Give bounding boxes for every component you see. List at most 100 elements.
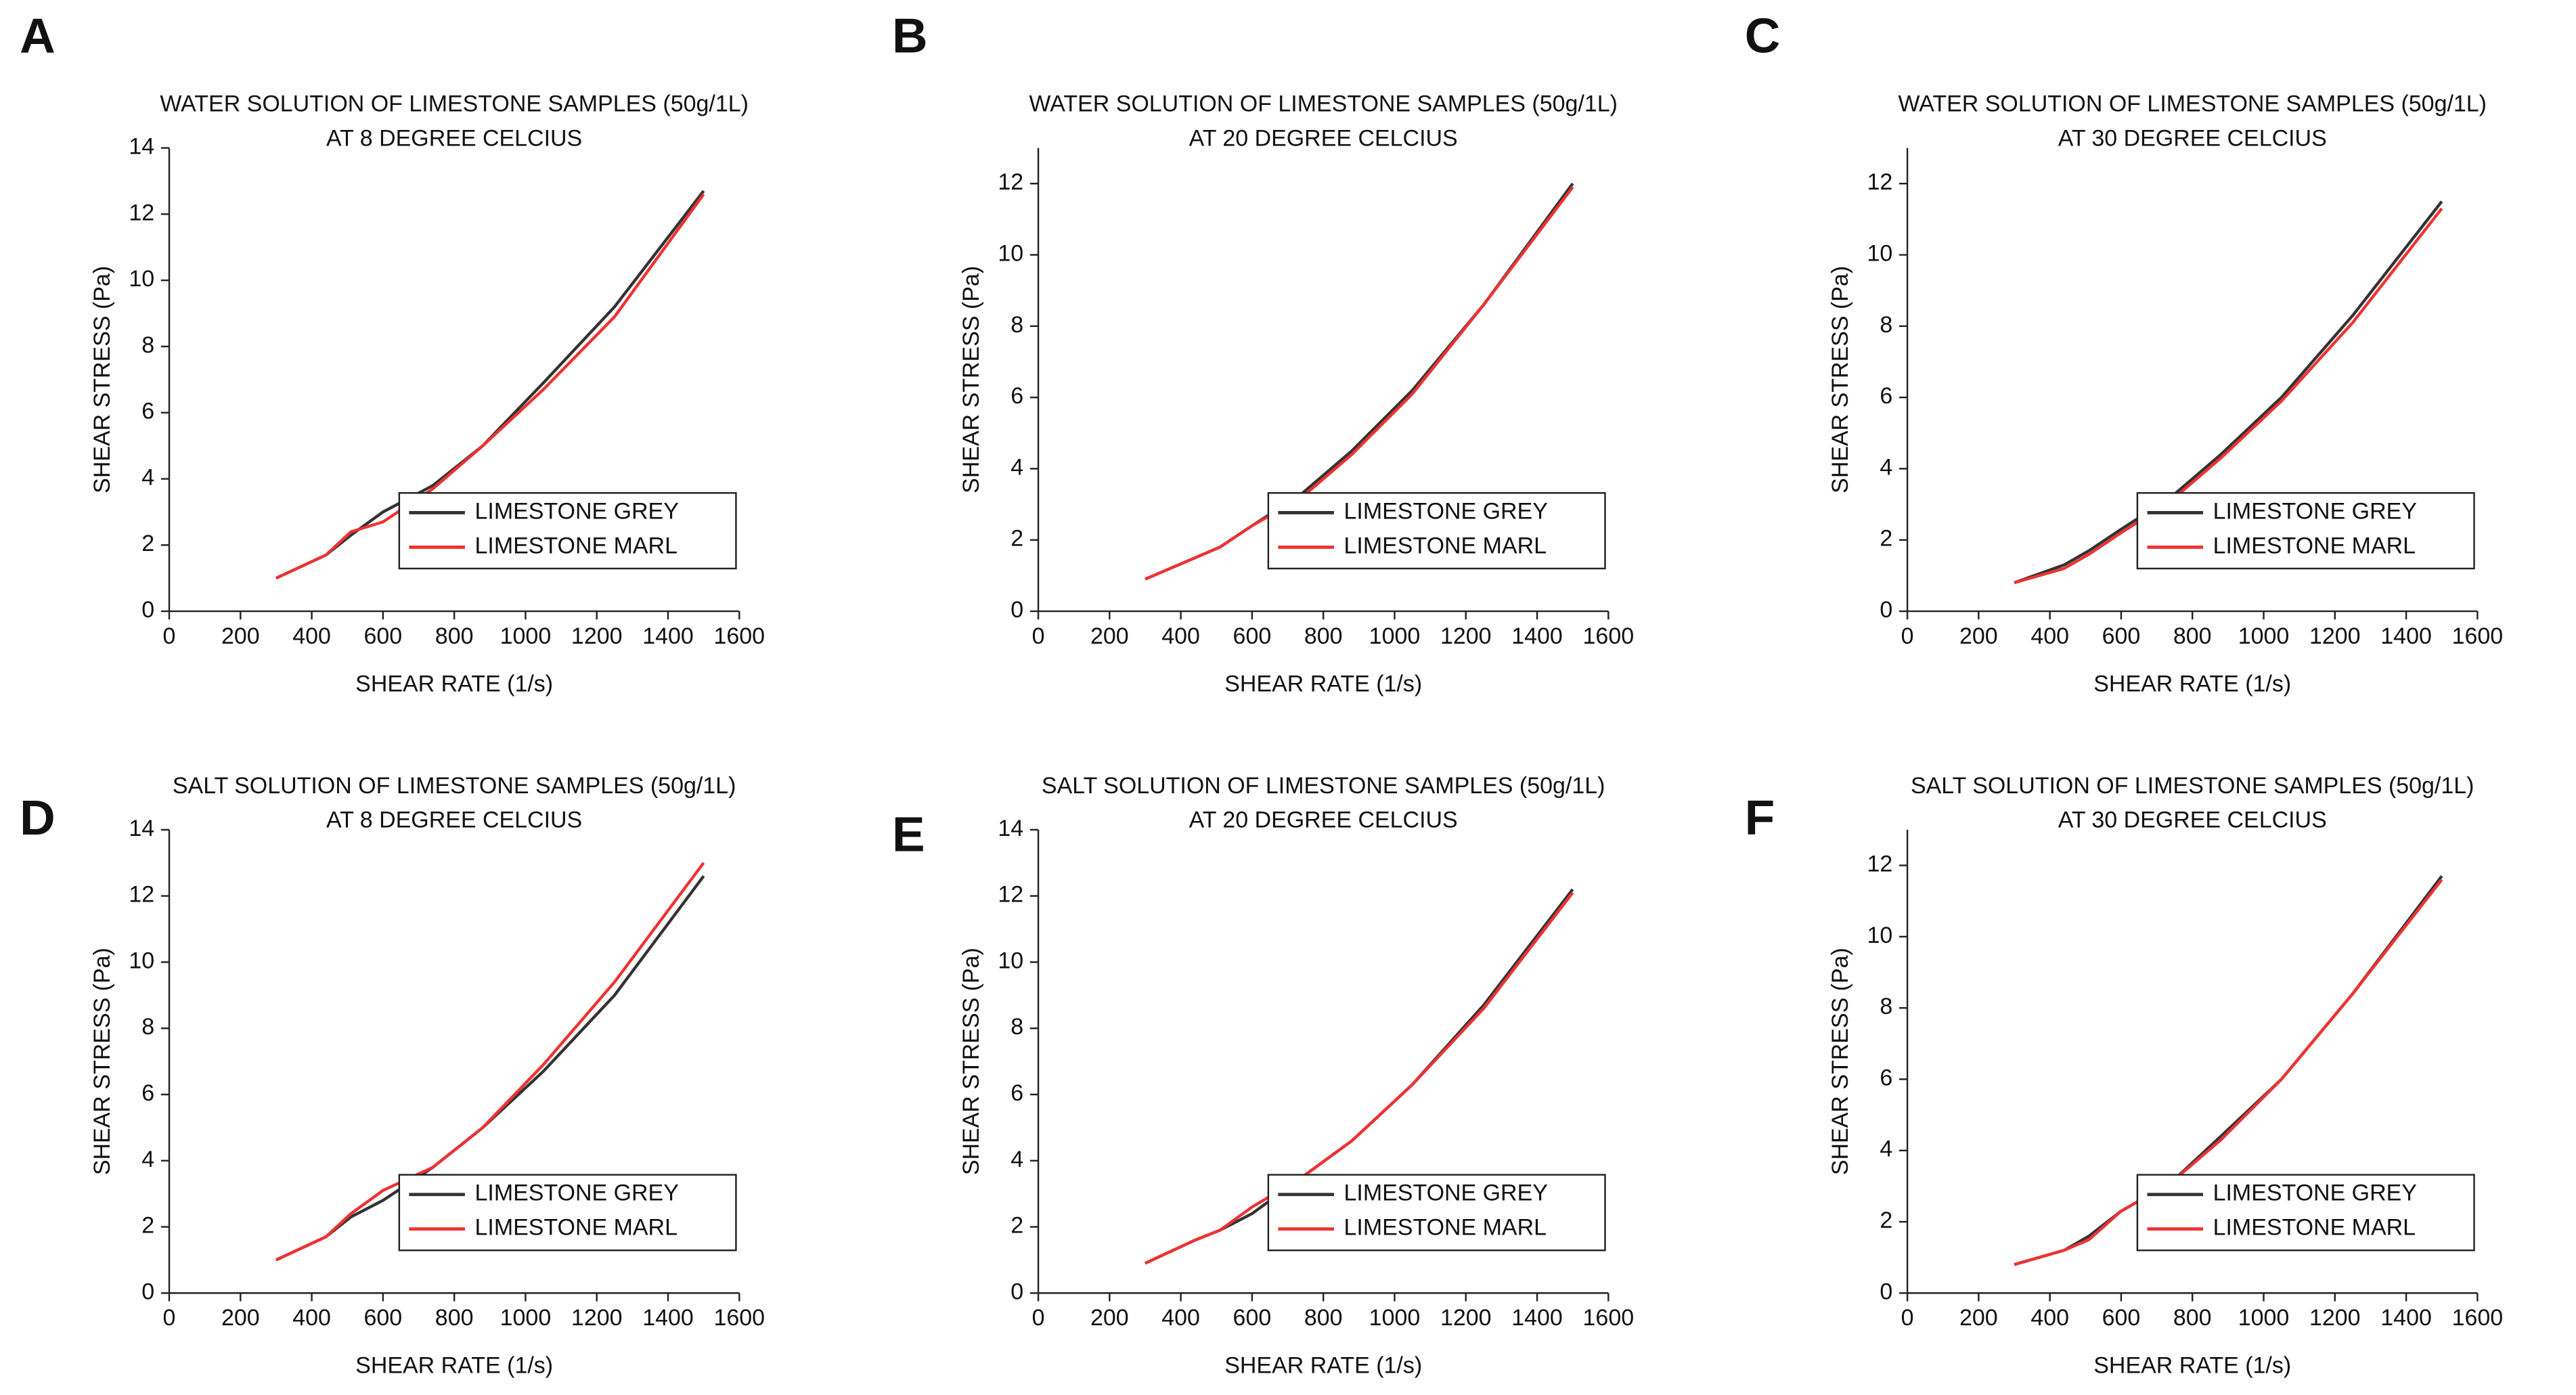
- legend-label: LIMESTONE MARL: [1344, 533, 1547, 558]
- x-tick-label: 400: [292, 623, 331, 649]
- data-line: [275, 862, 705, 1262]
- x-tick-label: 600: [364, 623, 403, 649]
- x-tick-label: 200: [221, 1305, 260, 1331]
- x-axis-label: SHEAR RATE (1/s): [1224, 671, 1422, 696]
- x-tick-label: 1600: [1583, 1305, 1635, 1331]
- y-axis-label: SHEAR STRESS (Pa): [958, 948, 984, 1175]
- x-tick-label: 1600: [713, 1305, 765, 1331]
- y-tick-label: 12: [129, 200, 154, 225]
- x-tick-label: 400: [2030, 1305, 2069, 1331]
- x-tick-label: 400: [292, 1305, 331, 1331]
- x-tick-label: 600: [1233, 1305, 1272, 1331]
- y-tick-label: 6: [1880, 1065, 1892, 1090]
- legend-box: [1267, 492, 1606, 570]
- x-tick-label: 0: [1032, 623, 1045, 649]
- x-tick-label: 800: [2173, 1305, 2212, 1331]
- y-tick-label: 6: [1880, 383, 1892, 409]
- x-tick-label: 1200: [1440, 623, 1492, 649]
- y-tick-label: 14: [129, 134, 154, 160]
- y-tick-label: 0: [1011, 1279, 1023, 1304]
- y-tick-label: 14: [129, 816, 154, 841]
- y-tick-label: 0: [141, 1279, 154, 1304]
- legend-box: [398, 492, 737, 570]
- y-tick-label: 8: [141, 1014, 154, 1040]
- x-tick-label: 1000: [2238, 623, 2290, 649]
- chart-title: SALT SOLUTION OF LIMESTONE SAMPLES (50g/…: [1911, 773, 2474, 799]
- x-tick-label: 1400: [1511, 623, 1563, 649]
- y-axis-label: SHEAR STRESS (Pa): [89, 266, 115, 493]
- data-line: [275, 193, 705, 580]
- legend-label: LIMESTONE MARL: [2213, 533, 2416, 558]
- x-tick-label: 0: [163, 1305, 176, 1331]
- x-tick-label: 800: [1304, 623, 1343, 649]
- x-tick-label: 1600: [713, 623, 765, 649]
- chart-subtitle: AT 30 DEGREE CELCIUS: [2058, 125, 2327, 151]
- y-tick-label: 4: [1880, 1136, 1892, 1162]
- y-tick-label: 10: [998, 240, 1023, 266]
- x-tick-label: 400: [1161, 1305, 1200, 1331]
- legend-label: LIMESTONE MARL: [1344, 1215, 1547, 1241]
- y-tick-label: 4: [1011, 1147, 1023, 1172]
- chart-subtitle: AT 30 DEGREE CELCIUS: [2058, 807, 2327, 833]
- legend-box: [398, 1174, 737, 1252]
- y-axis-label: SHEAR STRESS (Pa): [89, 948, 115, 1175]
- chart-subtitle: AT 8 DEGREE CELCIUS: [326, 125, 582, 151]
- panel-letter: D: [20, 791, 55, 845]
- y-axis-label: SHEAR STRESS (Pa): [958, 266, 984, 493]
- panel-letter: C: [1745, 9, 1781, 64]
- y-tick-label: 2: [1880, 1208, 1892, 1233]
- y-tick-label: 0: [1011, 597, 1023, 623]
- y-tick-label: 8: [1880, 312, 1892, 338]
- x-tick-label: 1200: [2309, 623, 2361, 649]
- legend-label: LIMESTONE GREY: [2213, 498, 2417, 524]
- y-tick-label: 12: [1867, 169, 1892, 195]
- x-tick-label: 1600: [1583, 623, 1635, 649]
- x-tick-label: 0: [1901, 623, 1914, 649]
- y-tick-label: 10: [1867, 923, 1892, 948]
- chart-title: WATER SOLUTION OF LIMESTONE SAMPLES (50g…: [1029, 91, 1618, 116]
- y-tick-label: 0: [1880, 1279, 1892, 1304]
- x-tick-label: 800: [2173, 623, 2212, 649]
- x-tick-label: 1600: [2452, 623, 2504, 649]
- x-axis-label: SHEAR RATE (1/s): [2093, 1353, 2291, 1379]
- x-tick-label: 1000: [500, 1305, 552, 1331]
- y-tick-label: 2: [1011, 526, 1023, 552]
- y-tick-label: 8: [1011, 1014, 1023, 1040]
- y-tick-label: 0: [1880, 597, 1892, 623]
- x-tick-label: 200: [1090, 623, 1129, 649]
- x-tick-label: 1400: [2380, 1305, 2432, 1331]
- legend-box: [2136, 492, 2475, 570]
- y-tick-label: 12: [129, 882, 154, 908]
- y-tick-label: 10: [129, 266, 154, 292]
- x-tick-label: 200: [1959, 623, 1998, 649]
- legend-label: LIMESTONE GREY: [1344, 1180, 1548, 1206]
- legend-label: LIMESTONE GREY: [474, 1180, 678, 1206]
- x-tick-label: 0: [1032, 1305, 1045, 1331]
- x-tick-label: 1200: [571, 1305, 623, 1331]
- y-tick-label: 2: [1880, 526, 1892, 552]
- y-tick-label: 12: [1867, 851, 1892, 877]
- legend-label: LIMESTONE GREY: [2213, 1180, 2417, 1206]
- y-axis-label: SHEAR STRESS (Pa): [1827, 948, 1853, 1175]
- x-tick-label: 200: [221, 623, 260, 649]
- x-tick-label: 400: [2030, 623, 2069, 649]
- x-tick-label: 600: [1233, 623, 1272, 649]
- y-tick-label: 8: [1880, 994, 1892, 1019]
- y-tick-label: 6: [141, 1080, 154, 1106]
- panel-letter: F: [1745, 791, 1775, 845]
- y-tick-label: 4: [141, 464, 154, 490]
- y-tick-label: 2: [141, 531, 154, 556]
- y-tick-label: 4: [141, 1147, 154, 1172]
- panel-letter: A: [20, 9, 55, 64]
- y-tick-label: 4: [1011, 454, 1023, 480]
- y-tick-label: 2: [141, 1213, 154, 1239]
- panel-letter: E: [892, 807, 925, 862]
- chart-title: SALT SOLUTION OF LIMESTONE SAMPLES (50g/…: [1042, 773, 1605, 799]
- x-tick-label: 0: [1901, 1305, 1914, 1331]
- y-tick-label: 8: [141, 332, 154, 358]
- y-tick-label: 10: [1867, 240, 1892, 266]
- y-tick-label: 12: [998, 169, 1023, 195]
- y-axis-label: SHEAR STRESS (Pa): [1827, 266, 1853, 493]
- x-tick-label: 1200: [571, 623, 623, 649]
